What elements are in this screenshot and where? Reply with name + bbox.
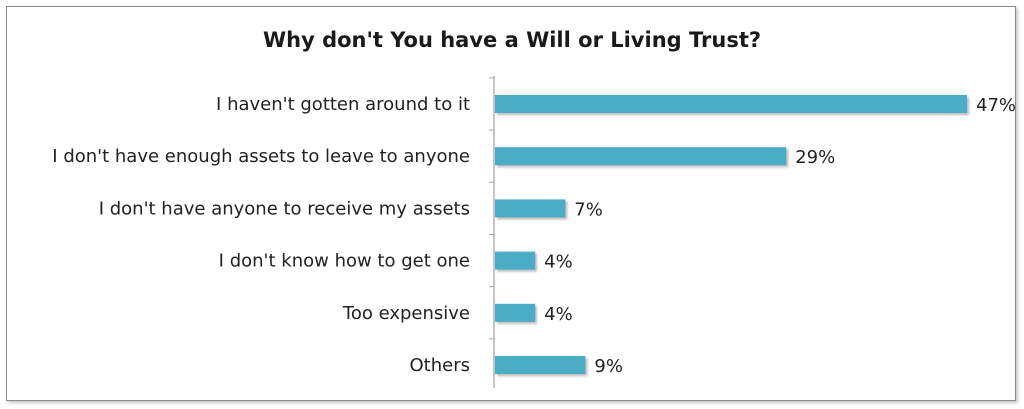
category-label: I don't have anyone to receive my assets <box>99 198 470 219</box>
chart-title: Why don't You have a Will or Living Trus… <box>263 28 761 52</box>
value-label: 4% <box>544 252 573 273</box>
bar <box>495 147 787 166</box>
value-label: 7% <box>574 199 603 220</box>
value-label: 47% <box>976 95 1016 116</box>
category-label: I haven't gotten around to it <box>216 94 470 115</box>
bar <box>495 356 586 374</box>
value-label: 9% <box>594 356 623 377</box>
category-label: Too expensive <box>342 303 470 324</box>
bar <box>495 303 536 322</box>
category-label: Others <box>410 355 471 376</box>
value-label: 29% <box>795 147 835 168</box>
bar <box>495 251 536 270</box>
category-label: I don't have enough assets to leave to a… <box>52 146 470 167</box>
value-label: 4% <box>544 304 573 325</box>
category-label: I don't know how to get one <box>219 251 470 272</box>
bar <box>495 199 566 218</box>
bar <box>495 95 967 113</box>
